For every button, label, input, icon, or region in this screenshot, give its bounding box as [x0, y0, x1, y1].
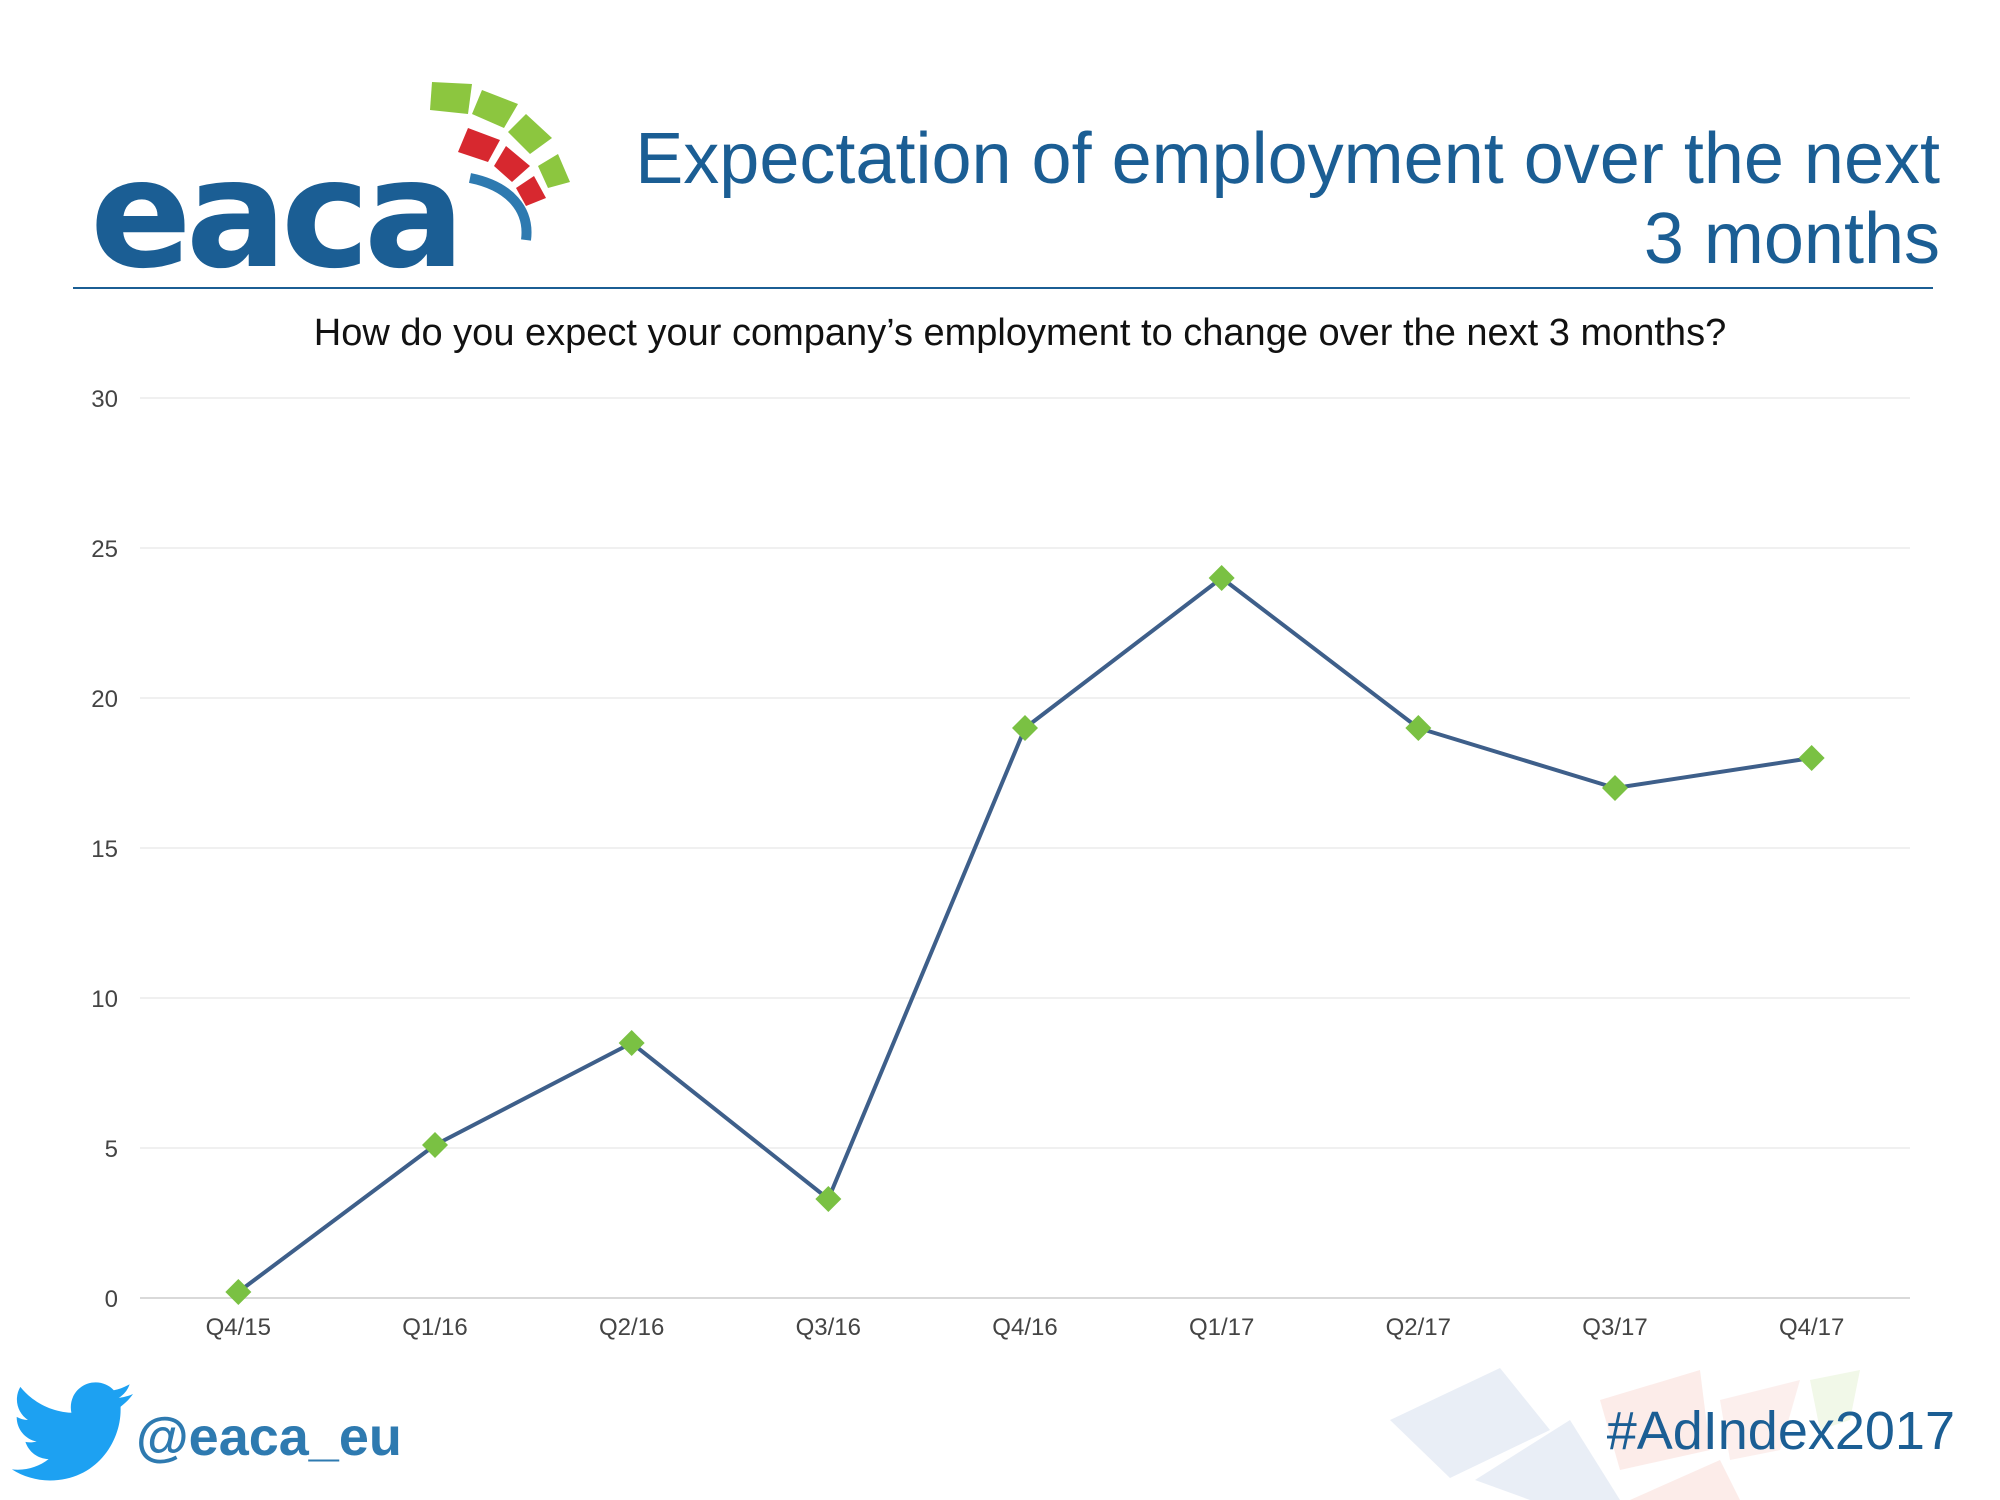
data-point: [422, 1132, 448, 1158]
y-tick-label: 20: [91, 686, 118, 713]
line-chart: 0 5 10 15 20 25 30 Q4/15 Q1/16 Q2/16 Q3/16 Q4/16 Q1…: [91, 386, 1910, 1341]
twitter-handle[interactable]: @eaca_eu: [136, 1407, 402, 1467]
x-tick-label: Q2/17: [1386, 1314, 1451, 1341]
data-point: [225, 1279, 252, 1305]
data-point: [1405, 715, 1432, 741]
header-divider: [73, 287, 1933, 289]
x-tick-label: Q4/17: [1779, 1314, 1844, 1341]
data-point: [1208, 565, 1235, 591]
x-tick-label: Q4/15: [206, 1314, 271, 1341]
background-arc-watermark: [1390, 1368, 1860, 1500]
y-axis-ticks: 0 5 10 15 20 25 30: [91, 386, 118, 1313]
x-tick-label: Q4/16: [992, 1314, 1057, 1341]
y-tick-label: 15: [91, 836, 118, 863]
data-point: [1798, 745, 1825, 771]
campaign-hashtag[interactable]: #AdIndex2017: [1606, 1401, 1955, 1461]
x-tick-label: Q3/16: [796, 1314, 861, 1341]
logo-arc-mark: [430, 82, 570, 241]
x-tick-label: Q1/17: [1189, 1314, 1254, 1341]
x-tick-label: Q2/16: [599, 1314, 664, 1341]
y-tick-label: 5: [105, 1136, 118, 1163]
data-point: [1012, 715, 1038, 741]
x-axis-ticks: Q4/15 Q1/16 Q2/16 Q3/16 Q4/16 Q1/17 Q2/17 Q3/17…: [206, 1314, 1845, 1341]
y-tick-label: 30: [91, 386, 118, 413]
y-tick-label: 0: [105, 1286, 118, 1313]
chart-title: How do you expect your company’s employm…: [313, 312, 1727, 354]
series-line: [237, 576, 1812, 1294]
chart-gridlines: [140, 397, 1910, 1299]
twitter-bird-icon: [11, 1382, 133, 1481]
logo-text: eaca: [90, 128, 459, 280]
y-tick-label: 25: [91, 536, 118, 563]
chart-series: [225, 565, 1825, 1305]
page-title-line-2: 3 months: [1643, 199, 1940, 279]
page-title-line-1: Expectation of employment over the next: [635, 119, 1940, 199]
data-point: [1602, 775, 1628, 801]
x-tick-label: Q1/16: [402, 1314, 467, 1341]
y-tick-label: 10: [91, 986, 118, 1013]
data-point: [815, 1186, 842, 1212]
x-tick-label: Q3/17: [1582, 1314, 1647, 1341]
data-point: [618, 1030, 645, 1056]
eaca-logo: eaca: [90, 82, 570, 280]
